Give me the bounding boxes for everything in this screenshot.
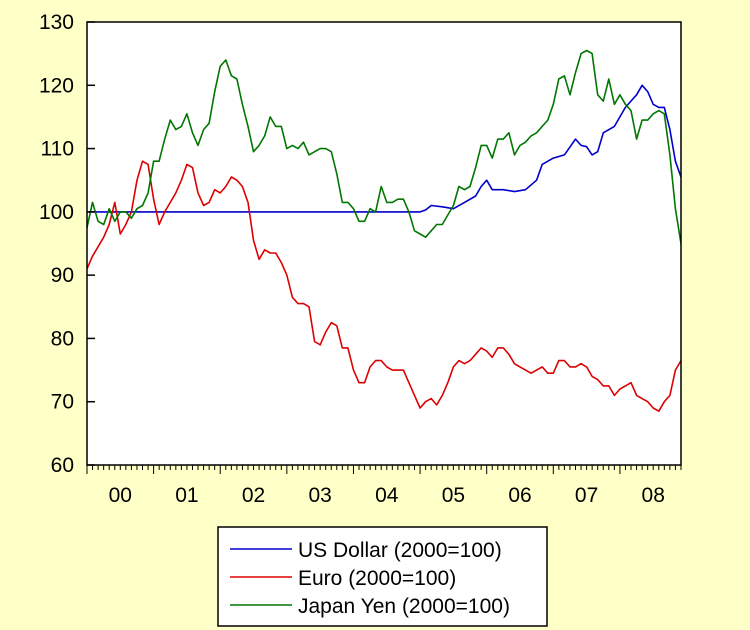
x-tick-label-07: 07	[575, 484, 598, 507]
y-tick-label-90: 90	[51, 264, 74, 287]
x-tick-label-03: 03	[308, 484, 331, 507]
x-tick-label-02: 02	[242, 484, 265, 507]
series-line-euro	[87, 160, 681, 413]
series-line-usd	[87, 84, 681, 213]
y-axis: 60 70 80 90 100 110 120 130	[39, 11, 95, 477]
y-tick-label-110: 110	[41, 138, 74, 161]
x-tick-label-00: 00	[109, 484, 132, 507]
legend-label-us-dollar: US Dollar (2000=100)	[298, 539, 502, 562]
y-tick-label-70: 70	[51, 391, 74, 414]
x-tick-label-06: 06	[508, 484, 531, 507]
x-tick-label-04: 04	[375, 484, 399, 507]
y-tick-label-60: 60	[51, 454, 74, 477]
x-axis: 00 01 02 03 04 05 06 07 08	[86, 465, 682, 507]
x-tick-label-01: 01	[175, 484, 198, 507]
x-tick-label-05: 05	[442, 484, 465, 507]
legend-label-japan-yen: Japan Yen (2000=100)	[298, 595, 510, 618]
y-tick-label-80: 80	[51, 327, 74, 350]
plot-area	[87, 22, 681, 465]
x-tick-label-08: 08	[642, 484, 665, 507]
series-line-yen	[87, 49, 681, 248]
y-tick-label-120: 120	[39, 74, 74, 97]
legend: US Dollar (2000=100) Euro (2000=100) Jap…	[217, 526, 548, 627]
y-tick-label-130: 130	[39, 11, 74, 34]
legend-label-euro: Euro (2000=100)	[298, 567, 456, 590]
plot-frame	[86, 21, 682, 466]
y-tick-label-100: 100	[39, 201, 74, 224]
series-layer	[87, 49, 681, 413]
